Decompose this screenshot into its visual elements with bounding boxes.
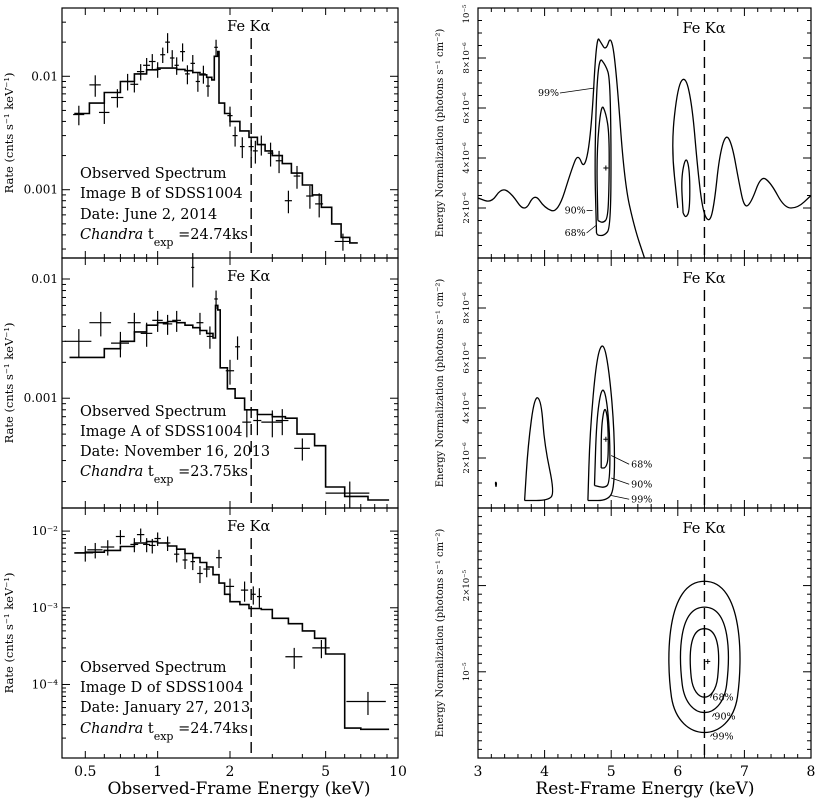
y-tick-label: 0.001 <box>24 391 58 405</box>
fe-kalpha-label: Fe Kα <box>682 21 725 37</box>
annotation-line-3: Date: June 2, 2014 <box>80 207 217 223</box>
confidence-contour <box>672 78 812 221</box>
panel-image-a-contours: Energy Normalization (photons s⁻¹ cm⁻²) … <box>435 257 812 509</box>
fe-kalpha-label: Fe Kα <box>682 521 725 537</box>
plot-frame <box>477 507 812 759</box>
confidence-contour <box>668 580 741 733</box>
annotation-exposure: Chandra texp =24.74ks <box>80 227 248 249</box>
contour-leader <box>712 712 715 717</box>
y-tick-label: 6×10⁻⁶ <box>462 342 472 374</box>
panel-image-a-spectrum: Rate (cnts s⁻¹ keV⁻¹) Observed Spectrum … <box>2 253 399 509</box>
x-tick-label: 2 <box>226 764 235 780</box>
y-tick-label: 10⁻⁵ <box>462 4 472 23</box>
y-tick-label: 2×10⁻⁶ <box>462 442 472 474</box>
panel-image-d-contours: Energy Normalization (photons s⁻¹ cm⁻²) … <box>435 507 816 780</box>
y-tick-label: 2×10⁻⁶ <box>462 192 472 224</box>
x-tick-label: 5 <box>321 764 330 780</box>
ylabel-energy-normalization: Energy Normalization (photons s⁻¹ cm⁻²) <box>435 279 446 488</box>
annotation-line-3: Date: January 27, 2013 <box>80 700 250 716</box>
y-tick-label: 0.01 <box>31 272 58 286</box>
panel-image-b-contours: Energy Normalization (photons s⁻¹ cm⁻²) … <box>435 4 812 259</box>
x-tick-label: 10 <box>389 764 407 780</box>
x-tick-label: 0.5 <box>74 764 96 780</box>
contour-label: 99% <box>538 88 559 99</box>
y-tick-label: 0.001 <box>24 183 58 197</box>
x-tick-label: 4 <box>540 764 549 780</box>
contour-label: 99% <box>631 494 652 505</box>
contour-leader <box>586 225 597 234</box>
contour-leader <box>611 495 630 500</box>
model-spectrum <box>74 50 358 244</box>
y-tick-label: 4×10⁻⁶ <box>462 392 472 424</box>
annotation-exposure: Chandra texp =23.75ks <box>80 464 248 486</box>
confidence-contour <box>587 345 616 502</box>
y-tick-label: 10⁻³ <box>32 601 59 615</box>
ylabel-rate: Rate (cnts s⁻¹ keV⁻¹) <box>2 73 16 194</box>
confidence-contour <box>494 481 498 487</box>
ylabel-energy-normalization: Energy Normalization (photons s⁻¹ cm⁻²) <box>435 29 446 238</box>
y-tick-label: 0.01 <box>31 69 58 83</box>
annotation-line-1: Observed Spectrum <box>80 660 227 676</box>
confidence-contour <box>593 389 611 488</box>
ylabel-rate: Rate (cnts s⁻¹ keV⁻¹) <box>2 573 16 694</box>
contour-label: 90% <box>714 712 735 723</box>
confidence-contour <box>679 606 730 713</box>
x-axis-label-rest: Rest-Frame Energy (keV) <box>535 779 754 799</box>
panel-image-b-spectrum: Rate (cnts s⁻¹ keV⁻¹) Observed Spectrum … <box>2 7 399 259</box>
confidence-contour <box>600 408 609 469</box>
plot-frame <box>477 257 812 509</box>
confidence-contour <box>681 159 691 218</box>
y-tick-label: 4×10⁻⁶ <box>462 142 472 174</box>
y-tick-label: 8×10⁻⁶ <box>462 292 472 324</box>
annotation-line-2: Image A of SDSS1004 <box>80 424 242 440</box>
fe-kalpha-label: Fe Kα <box>227 519 270 535</box>
annotation-line-2: Image B of SDSS1004 <box>80 186 243 202</box>
contour-leader <box>611 477 630 485</box>
annotation-line-2: Image D of SDSS1004 <box>80 680 244 696</box>
annotation-line-1: Observed Spectrum <box>80 404 227 420</box>
confidence-contour <box>477 38 646 259</box>
x-axis-label-observed: Observed-Frame Energy (keV) <box>107 779 370 799</box>
plot-frame <box>477 7 812 259</box>
annotation-line-3: Date: November 16, 2013 <box>80 444 270 460</box>
x-tick-label: 7 <box>740 764 749 780</box>
confidence-contour <box>594 59 612 237</box>
annotation-line-1: Observed Spectrum <box>80 166 227 182</box>
ylabel-energy-normalization: Energy Normalization (photons s⁻¹ cm⁻²) <box>435 529 446 738</box>
contour-label: 90% <box>565 206 586 217</box>
x-tick-label: 1 <box>153 764 162 780</box>
contour-leader <box>559 87 595 94</box>
y-tick-label: 10⁻⁵ <box>462 662 472 681</box>
confidence-contour <box>596 106 610 223</box>
confidence-contour <box>689 628 720 698</box>
contour-label: 90% <box>631 479 652 490</box>
contour-label: 99% <box>712 731 733 742</box>
x-tick-label: 6 <box>673 764 682 780</box>
fe-kalpha-label: Fe Kα <box>227 269 270 285</box>
annotation-exposure: Chandra texp =24.74ks <box>80 721 248 743</box>
ylabel-rate: Rate (cnts s⁻¹ keV⁻¹) <box>2 323 16 444</box>
y-tick-label: 10⁻⁴ <box>32 677 59 691</box>
y-tick-label: 10⁻² <box>32 524 59 538</box>
contour-label: 68% <box>631 459 652 470</box>
contour-leader <box>611 455 630 465</box>
x-tick-label: 3 <box>474 764 483 780</box>
contour-label: 68% <box>712 693 733 704</box>
fe-kalpha-label: Fe Kα <box>227 19 270 35</box>
y-tick-label: 2×10⁻⁵ <box>462 569 472 601</box>
y-tick-label: 6×10⁻⁶ <box>462 92 472 124</box>
contour-leader <box>710 733 713 737</box>
x-tick-label: 5 <box>607 764 616 780</box>
panel-image-d-spectrum: Rate (cnts s⁻¹ keV⁻¹) Observed Spectrum … <box>2 507 407 780</box>
fe-kalpha-label: Fe Kα <box>682 271 725 287</box>
confidence-contour <box>523 397 554 502</box>
contour-label: 68% <box>565 228 586 239</box>
contour-leader <box>710 693 713 698</box>
x-tick-label: 8 <box>807 764 816 780</box>
y-tick-label: 8×10⁻⁶ <box>462 42 472 74</box>
